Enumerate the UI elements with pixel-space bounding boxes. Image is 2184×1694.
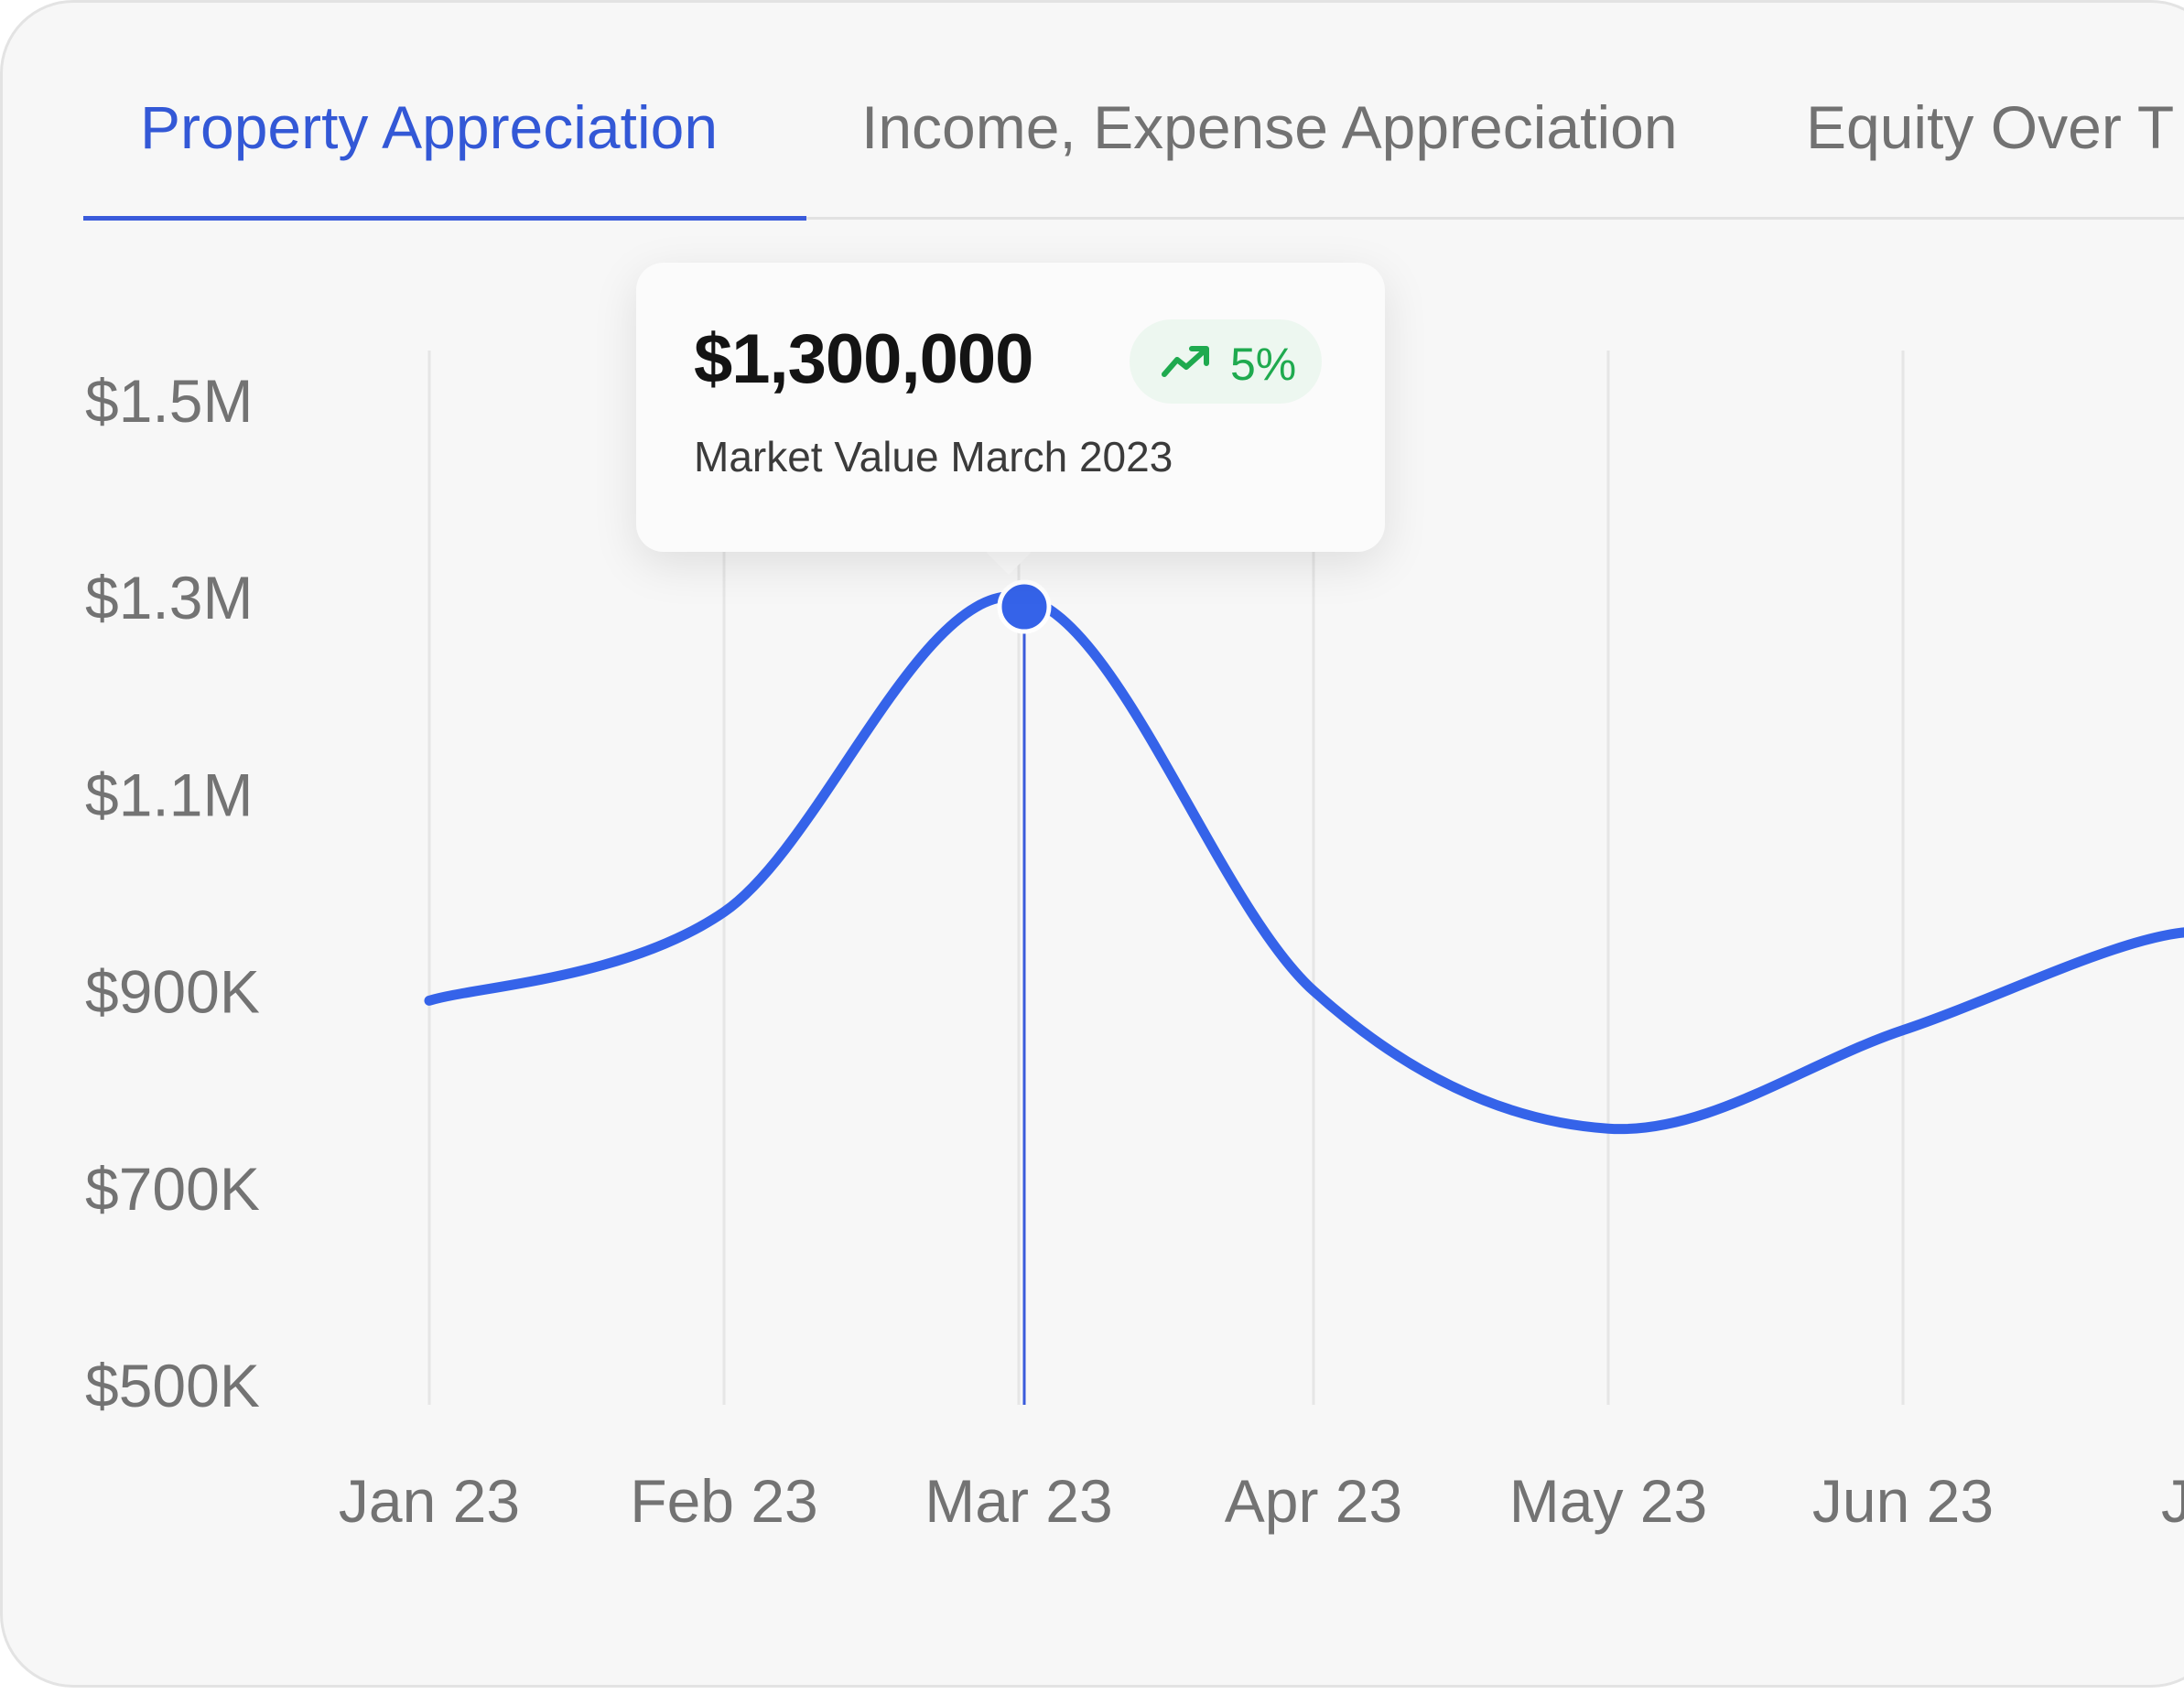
x-tick-label: Mar 23 (924, 1467, 1112, 1535)
y-tick-label: $500K (85, 1352, 260, 1419)
tooltip-value: $1,300,000 (694, 320, 1033, 398)
y-tick-label: $700K (85, 1155, 260, 1223)
tooltip-label: Market Value March 2023 (694, 433, 1173, 480)
y-tick-label: $1.1M (85, 761, 253, 828)
series-line (424, 591, 2184, 1135)
change-badge: 5% (1130, 319, 1322, 404)
tab-income-expense-appreciation[interactable]: Income, Expense Appreciation (861, 93, 1678, 161)
line-chart: $1.5M $1.3M $1.1M $900K $700K $500K Jan 23 Feb… (85, 351, 2184, 1535)
highlight-point[interactable] (997, 579, 1052, 634)
x-tick-label: Jan 23 (339, 1467, 520, 1535)
tooltip: $1,300,000 5% Market Value March 2023 (636, 263, 1385, 552)
active-tab-indicator (83, 216, 806, 221)
x-tick-label: Jun 23 (1812, 1467, 1994, 1535)
x-axis-labels: Jan 23 Feb 23 Mar 23 Apr 23 May 23 Jun 23 Jul (339, 1467, 2184, 1535)
tab-equity-over-time[interactable]: Equity Over T (1806, 93, 2175, 161)
x-tick-label: Feb 23 (630, 1467, 817, 1535)
trend-up-icon (1162, 346, 1209, 377)
y-axis-labels: $1.5M $1.3M $1.1M $900K $700K $500K (85, 367, 260, 1419)
tab-property-appreciation[interactable]: Property Appreciation (140, 93, 719, 161)
y-tick-label: $900K (85, 958, 260, 1026)
y-tick-label: $1.3M (85, 564, 253, 631)
x-tick-label: May 23 (1509, 1467, 1707, 1535)
change-percent: 5% (1230, 339, 1297, 390)
x-tick-label: Apr 23 (1225, 1467, 1402, 1535)
x-tick-label: Jul (2161, 1467, 2184, 1535)
tabs-divider (83, 217, 2184, 220)
y-tick-label: $1.5M (85, 367, 253, 435)
tab-bar: Property Appreciation Income, Expense Ap… (3, 3, 2184, 222)
